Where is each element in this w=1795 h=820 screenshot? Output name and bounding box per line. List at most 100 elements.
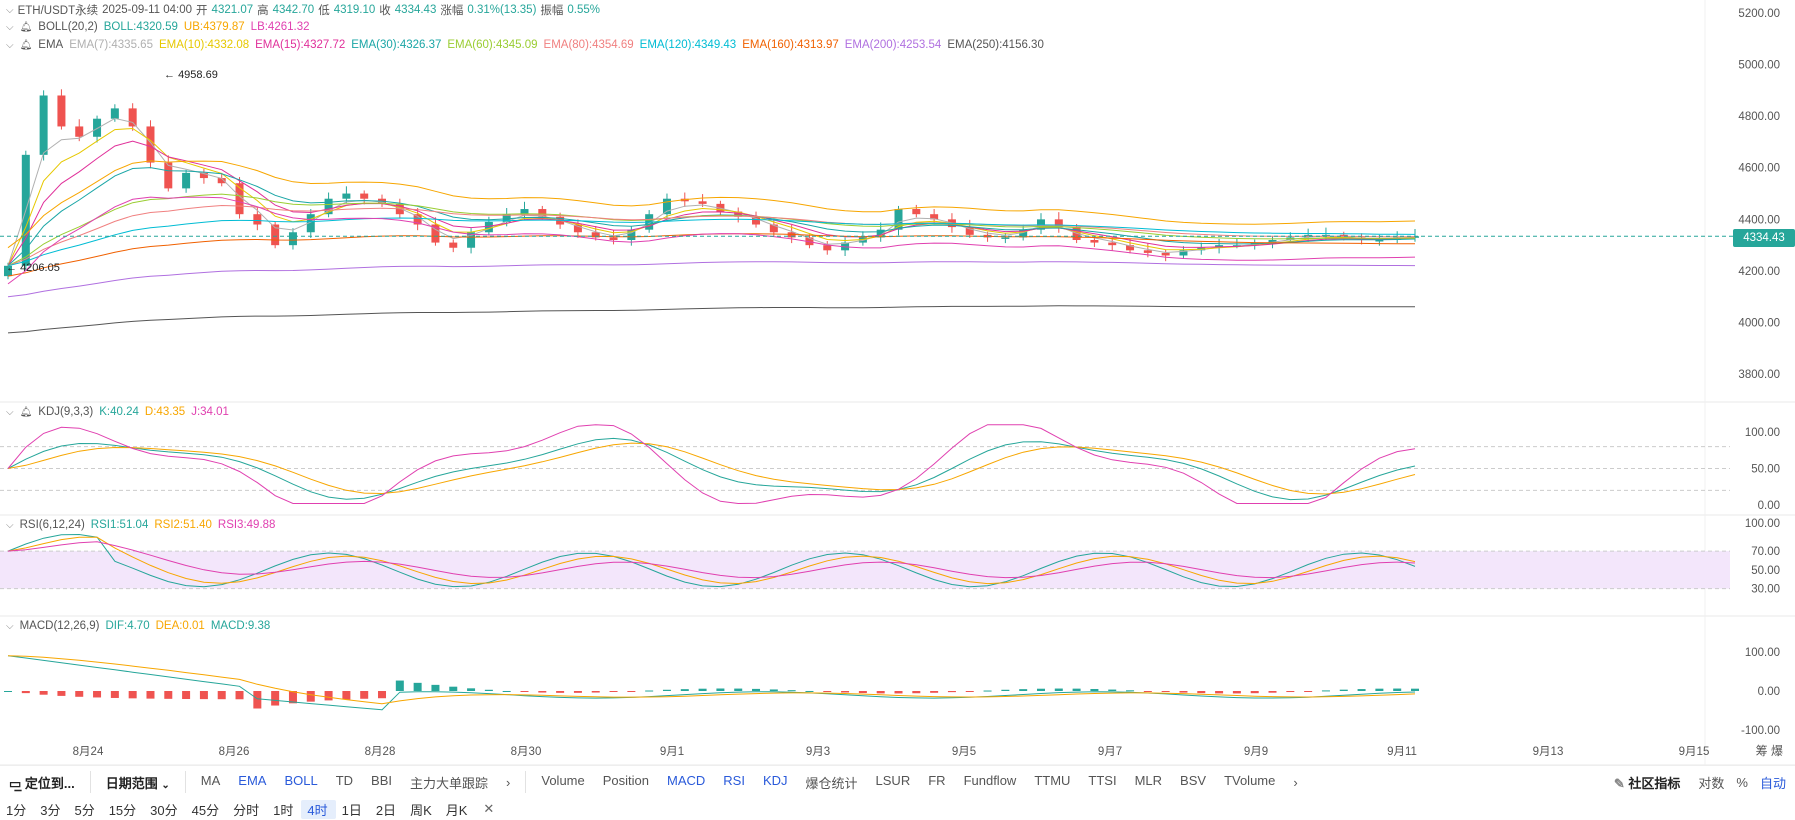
indicator-line	[7, 261, 1416, 298]
candle-body	[1179, 250, 1188, 256]
interval-0[interactable]: 1分	[6, 802, 27, 818]
log-scale-toggle[interactable]: 对数	[1698, 775, 1725, 791]
sub-indicator-5[interactable]: 爆仓统计	[805, 775, 858, 791]
date-tick-label: 9月13	[1533, 746, 1564, 758]
macd-histogram-bar	[1393, 688, 1402, 691]
macd-histogram-bar	[1072, 688, 1081, 691]
interval-1[interactable]: 3分	[40, 802, 61, 818]
close-icon[interactable]: ✕	[483, 801, 495, 816]
collapse-icon[interactable]: ⌵	[6, 39, 14, 51]
sub-indicator-12[interactable]: BSV	[1180, 772, 1207, 788]
interval-7[interactable]: 1时	[273, 802, 294, 818]
sub-indicator-9[interactable]: TTMU	[1034, 772, 1071, 788]
sub-indicator-4[interactable]: KDJ	[762, 772, 788, 788]
macd-histogram-bar	[128, 691, 137, 699]
collapse-icon[interactable]: ⌵	[6, 21, 14, 33]
indicator-line	[7, 193, 1416, 267]
interval-3[interactable]: 15分	[108, 802, 137, 818]
indicator-line	[7, 233, 1415, 277]
bell-icon[interactable]: 🔔︎	[19, 406, 33, 418]
legend-value: EMA(10):4332.08	[158, 39, 250, 51]
sub-indicator-13[interactable]: TVolume	[1224, 772, 1276, 788]
candle-body	[57, 95, 66, 127]
open-value: 4321.07	[211, 4, 254, 16]
main-indicator-list: MA EMA BOLL TD BBI 主力大单跟踪	[192, 773, 497, 792]
macd-histogram-bar	[4, 691, 12, 692]
sub-indicator-11[interactable]: MLR	[1134, 772, 1163, 788]
macd-histogram-bar	[769, 689, 778, 691]
sub-indicator-7[interactable]: FR	[928, 772, 946, 788]
macd-histogram-bar	[1250, 691, 1259, 694]
sub-indicator-6[interactable]: LSUR	[875, 772, 911, 788]
main-indicator-0[interactable]: MA	[200, 772, 221, 788]
sub-indicator-8[interactable]: Fundflow	[963, 772, 1017, 788]
collapse-icon[interactable]: ⌵	[6, 620, 14, 632]
sub-indicator-2[interactable]: MACD	[667, 772, 706, 788]
macd-histogram-bar	[965, 691, 974, 692]
indicator-line	[7, 160, 1416, 249]
close-value: 4334.43	[394, 4, 437, 16]
interval-4[interactable]: 30分	[150, 802, 178, 818]
interval-12[interactable]: 月K	[445, 802, 468, 818]
chevron-right-icon[interactable]: ›	[1293, 774, 1298, 790]
community-indicator-button[interactable]: ✎ 社区指标	[1605, 773, 1690, 792]
interval-10[interactable]: 2日	[375, 802, 397, 818]
candle-body	[965, 227, 974, 235]
chevron-right-icon[interactable]: ›	[506, 774, 511, 790]
candle-body	[93, 118, 102, 137]
macd-histogram-bar	[752, 688, 761, 691]
candle-body	[609, 237, 618, 240]
date-range-button[interactable]: 日期范围 ⌄	[97, 773, 179, 792]
macd-line	[7, 655, 1416, 711]
interval-5[interactable]: 45分	[191, 802, 220, 818]
candle-body	[662, 198, 671, 215]
collapse-icon[interactable]: ⌵	[6, 406, 14, 418]
percent-scale-toggle[interactable]: %	[1736, 774, 1748, 790]
main-indicator-5[interactable]: 主力大单跟踪	[410, 775, 489, 791]
price-tick-label: 4000.00	[1738, 318, 1780, 330]
interval-8[interactable]: 4时	[301, 799, 336, 819]
collapse-icon[interactable]: ⌵	[6, 4, 14, 16]
bell-icon[interactable]: 🔔︎	[19, 21, 33, 33]
sub-indicator-0[interactable]: Volume	[541, 772, 585, 788]
interval-2[interactable]: 5分	[74, 802, 95, 818]
locate-button[interactable]: ▭̲ 定位到...	[0, 773, 84, 792]
candle-body	[698, 201, 707, 204]
macd-histogram-bar	[21, 691, 30, 694]
sub-indicator-3[interactable]: RSI	[723, 772, 745, 788]
community-label: 社区指标	[1628, 775, 1681, 791]
macd-histogram-bar	[395, 680, 404, 691]
date-tick-label: 9月3	[806, 746, 830, 758]
legend-value: DIF:4.70	[105, 620, 150, 632]
sub-indicator-1[interactable]: Position	[602, 772, 649, 788]
chart-canvas[interactable]: 5200.00 5000.00 4800.00 4600.00 4400.00 4200.…	[0, 0, 1795, 765]
indicator-line	[7, 140, 1416, 267]
macd-histogram-bar	[253, 691, 262, 709]
macd-histogram-bar	[1126, 690, 1135, 692]
interval-11[interactable]: 周K	[410, 802, 432, 818]
macd-histogram-bar	[1286, 691, 1295, 693]
macd-histogram-bar	[467, 688, 476, 691]
main-indicator-2[interactable]: BOLL	[284, 772, 318, 788]
main-indicator-1[interactable]: EMA	[238, 772, 267, 788]
price-tick-label: 4400.00	[1738, 214, 1780, 226]
interval-6[interactable]: 分时	[233, 802, 260, 818]
macd-histogram-bar	[502, 690, 511, 692]
boll-name: BOLL(20,2)	[38, 21, 98, 33]
interval-9[interactable]: 1日	[341, 802, 362, 818]
auto-scale-toggle[interactable]: 自动	[1759, 775, 1786, 791]
main-indicator-4[interactable]: BBI	[371, 772, 393, 788]
main-indicator-3[interactable]: TD	[335, 772, 354, 788]
candle-body	[591, 232, 600, 238]
ema-values: EMA(7):4335.65 EMA(10):4332.08 EMA(15):432…	[69, 39, 1044, 51]
divider	[184, 771, 186, 793]
date-tick-label: 9月11	[1387, 746, 1417, 758]
bell-icon[interactable]: 🔔︎	[19, 39, 33, 51]
candle-body	[306, 214, 315, 233]
candle-body	[360, 193, 369, 199]
interval-list: 1分 3分 5分 15分 30分 45分 分时 1时 4时 1日 2日 周K 月K	[0, 799, 475, 819]
sub-indicator-10[interactable]: TTSI	[1088, 772, 1117, 788]
legend-value: EMA(7):4335.65	[69, 39, 153, 51]
collapse-icon[interactable]: ⌵	[6, 519, 14, 531]
amp-label: 振幅	[540, 5, 564, 17]
